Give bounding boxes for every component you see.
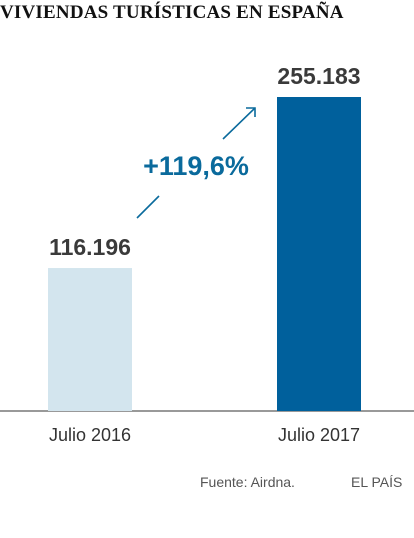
trend-arrow-upper bbox=[222, 107, 256, 140]
chart-title: VIVIENDAS TURÍSTICAS EN ESPAÑA bbox=[0, 2, 344, 23]
category-label-1: Julio 2017 bbox=[278, 425, 360, 445]
brand-credit: EL PAÍS bbox=[351, 474, 403, 490]
value-label-0: 116.196 bbox=[49, 234, 131, 260]
category-label-0: Julio 2016 bbox=[49, 425, 131, 445]
bar-0 bbox=[48, 268, 132, 411]
trend-arrow-lower bbox=[136, 195, 160, 219]
trend-arrow-head bbox=[246, 107, 256, 117]
source-note: Fuente: Airdna. bbox=[200, 474, 295, 490]
value-label-1: 255.183 bbox=[277, 63, 360, 89]
growth-annotation: +119,6% bbox=[143, 151, 249, 181]
bar-1 bbox=[277, 97, 361, 411]
